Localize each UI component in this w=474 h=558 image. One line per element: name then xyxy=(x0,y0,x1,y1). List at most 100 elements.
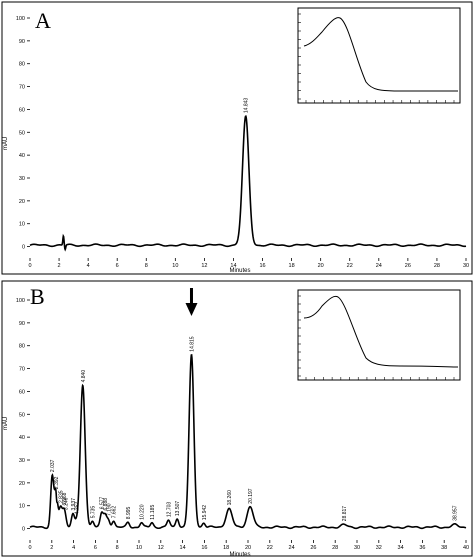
panel-a-label: A xyxy=(35,8,51,33)
x-tick-label: 10 xyxy=(172,263,178,269)
x-tick-label: 32 xyxy=(376,545,382,551)
peak-label: 2.037 xyxy=(50,459,56,472)
panel-b-x-axis-label: Minutes xyxy=(229,552,250,558)
x-tick-label: 36 xyxy=(419,545,425,551)
x-tick-label: 0 xyxy=(28,263,31,269)
y-tick-label: 10 xyxy=(19,222,25,228)
panel-a-x-axis-label: Minutes xyxy=(229,268,250,274)
peak-label: 14.815 xyxy=(190,336,196,352)
peak-label: 2.835 xyxy=(59,490,65,503)
x-tick-label: 12 xyxy=(158,545,164,551)
x-tick-label: 20 xyxy=(245,545,251,551)
y-tick-label: 70 xyxy=(19,367,25,373)
peak-label: 13.507 xyxy=(175,501,181,517)
peak-label: 4.252 xyxy=(74,502,80,515)
x-tick-label: 12 xyxy=(201,263,207,269)
peak-label: 7.662 xyxy=(112,506,118,519)
panel-a-frame xyxy=(1,1,473,275)
y-tick-label: 70 xyxy=(19,85,25,91)
peak-label: 3.937 xyxy=(71,498,77,511)
panel-a-x-ticks: 0 2 4 6 8 10 12 14 16 18 20 22 24 26 28 30 xyxy=(28,258,469,269)
peak-label: 2.968 xyxy=(62,492,68,505)
panel-b-inset-ticks xyxy=(298,295,455,380)
x-tick-label: 16 xyxy=(201,545,207,551)
y-tick-label: 90 xyxy=(19,39,25,45)
y-tick-label: 30 xyxy=(19,458,25,464)
panel-a-y-axis-label: mAU xyxy=(3,137,9,150)
x-tick-label: 6 xyxy=(94,545,97,551)
x-tick-label: 2 xyxy=(50,545,53,551)
x-tick-label: 26 xyxy=(405,263,411,269)
x-tick-label: 28 xyxy=(332,545,338,551)
peak-label: 10.220 xyxy=(139,504,145,520)
peak-label: 20.197 xyxy=(248,488,254,504)
x-tick-label: 18 xyxy=(223,545,229,551)
x-tick-label: 34 xyxy=(398,545,404,551)
panel-b-trace xyxy=(29,354,467,530)
x-tick-label: 26 xyxy=(310,545,316,551)
x-tick-label: 22 xyxy=(267,545,273,551)
y-tick-label: 40 xyxy=(19,435,25,441)
peak-label: 2.392 xyxy=(54,476,60,489)
panel-a: A mAU Minutes 0 10 20 30 40 50 60 70 80 90 100 0 2 4… xyxy=(1,1,473,275)
y-tick-label: 30 xyxy=(19,176,25,182)
peak-label: 6.888 xyxy=(103,498,109,511)
x-tick-label: 0 xyxy=(28,545,31,551)
x-tick-label: 4 xyxy=(87,263,90,269)
x-tick-label: 10 xyxy=(136,545,142,551)
x-tick-label: 18 xyxy=(289,263,295,269)
peak-label: 38.957 xyxy=(453,505,459,521)
x-tick-label: 38 xyxy=(441,545,447,551)
x-tick-label: 16 xyxy=(259,263,265,269)
y-tick-label: 40 xyxy=(19,153,25,159)
y-tick-label: 50 xyxy=(19,412,25,418)
panel-b-frame xyxy=(1,280,473,557)
x-tick-label: 30 xyxy=(463,263,469,269)
panel-b-y-axis-label: mAU xyxy=(3,417,9,430)
y-tick-label: 50 xyxy=(19,130,25,136)
peak-label: 14.843 xyxy=(244,98,250,114)
peak-label: 5.735 xyxy=(91,506,97,519)
y-tick-label: 60 xyxy=(19,389,25,395)
panel-a-peak-labels: 14.843 xyxy=(244,98,250,114)
panel-b-x-ticks: 0 2 4 6 8 10 12 14 16 18 20 22 24 26 28 30 32 34 36 38 40 xyxy=(28,540,469,551)
peak-label: 8.995 xyxy=(126,506,132,519)
x-tick-label: 22 xyxy=(347,263,353,269)
x-tick-label: 2 xyxy=(58,263,61,269)
y-tick-label: 0 xyxy=(22,527,25,533)
x-tick-label: 24 xyxy=(289,545,295,551)
x-tick-label: 6 xyxy=(116,263,119,269)
y-tick-label: 0 xyxy=(22,245,25,251)
y-tick-label: 20 xyxy=(19,481,25,487)
peak-label: 4.840 xyxy=(81,370,87,383)
x-tick-label: 20 xyxy=(318,263,324,269)
peak-label: 7.190 xyxy=(106,503,112,516)
x-tick-label: 28 xyxy=(434,263,440,269)
peak-label: 11.185 xyxy=(150,505,156,520)
x-tick-label: 40 xyxy=(463,545,469,551)
peak-label: 28.817 xyxy=(342,506,348,522)
y-tick-label: 60 xyxy=(19,107,25,113)
x-tick-label: 8 xyxy=(145,263,148,269)
panel-a-y-ticks: 0 10 20 30 40 50 60 70 80 90 100 xyxy=(16,16,30,251)
panel-b-inset-spectrum-line xyxy=(303,295,459,368)
arrow-head xyxy=(185,303,198,316)
x-tick-label: 14 xyxy=(180,545,186,551)
panel-a-inset-frame xyxy=(297,7,461,104)
panel-b-y-ticks: 0 10 20 30 40 50 60 70 80 90 100 xyxy=(16,298,30,533)
panel-a-inset-spectrum-line xyxy=(303,17,459,92)
y-tick-label: 100 xyxy=(16,298,25,304)
y-tick-label: 100 xyxy=(16,16,25,22)
panel-b-arrow xyxy=(185,288,198,316)
peak-label: 6.577 xyxy=(100,496,106,509)
y-tick-label: 10 xyxy=(19,504,25,510)
y-tick-label: 80 xyxy=(19,62,25,68)
panel-b-inset-uv-spectrum xyxy=(297,289,461,381)
x-tick-label: 14 xyxy=(230,263,236,269)
peak-label: 12.703 xyxy=(167,502,173,518)
x-tick-label: 8 xyxy=(116,545,119,551)
y-tick-label: 80 xyxy=(19,344,25,350)
